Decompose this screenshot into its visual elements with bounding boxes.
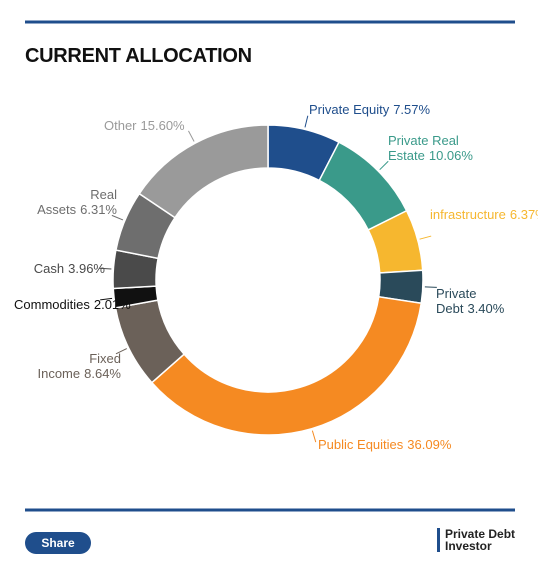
- category-name: Other: [104, 118, 137, 133]
- chart-title: CURRENT ALLOCATION: [25, 45, 252, 67]
- slice-label: Private Debt 3.40%: [436, 286, 511, 316]
- value-label: 6.37%: [509, 207, 538, 222]
- brand-line: Private Debt: [445, 527, 516, 541]
- value-label: 3.40%: [467, 301, 505, 316]
- brand-line: Investor: [445, 539, 492, 553]
- value-label: 36.09%: [407, 437, 452, 452]
- leader-line: [311, 430, 317, 443]
- value-label: 10.06%: [428, 148, 473, 163]
- leader-line: [115, 348, 127, 355]
- category-name: infrastructure: [430, 207, 506, 222]
- leader-line: [424, 286, 437, 288]
- slice-label: Other 15.60%: [104, 118, 224, 133]
- category-name: Private Real Estate: [388, 133, 459, 163]
- slice-label: Real Assets 6.31%: [36, 187, 117, 217]
- leader-line: [100, 297, 113, 301]
- slice-label: Cash 3.96%: [14, 261, 105, 276]
- category-name: Real Assets: [37, 187, 117, 217]
- slice-label: Commodities 2.01%: [14, 297, 131, 312]
- category-name: Private Debt: [436, 286, 477, 316]
- share-button[interactable]: Share: [25, 532, 91, 554]
- value-label: 15.60%: [140, 118, 185, 133]
- value-label: 3.96%: [68, 261, 105, 276]
- donut-slice: [150, 295, 423, 436]
- slice-label: Public Equities 36.09%: [318, 437, 478, 452]
- leader-line: [419, 235, 432, 240]
- slice-label: Fixed Income 8.64%: [30, 351, 121, 381]
- category-name: Fixed Income: [37, 351, 121, 381]
- value-label: 8.64%: [84, 366, 121, 381]
- brand-logo: Private Debt Investor: [437, 528, 515, 552]
- slice-label: Private Real Estate 10.06%: [388, 133, 483, 163]
- leader-line: [111, 214, 124, 221]
- donut-slice: [138, 124, 269, 219]
- leader-line: [304, 115, 309, 128]
- value-label: 2.01%: [93, 297, 131, 312]
- leader-line: [99, 267, 112, 270]
- slice-label: Private Equity 7.57%: [309, 102, 469, 117]
- category-name: Commodities: [14, 297, 90, 312]
- category-name: Public Equities: [318, 437, 404, 452]
- share-label: Share: [41, 536, 75, 550]
- category-name: Private Equity: [309, 102, 390, 117]
- leader-line: [379, 160, 389, 171]
- leader-line: [188, 130, 195, 142]
- value-label: 6.31%: [80, 202, 117, 217]
- value-label: 7.57%: [393, 102, 431, 117]
- category-name: Cash: [33, 261, 65, 276]
